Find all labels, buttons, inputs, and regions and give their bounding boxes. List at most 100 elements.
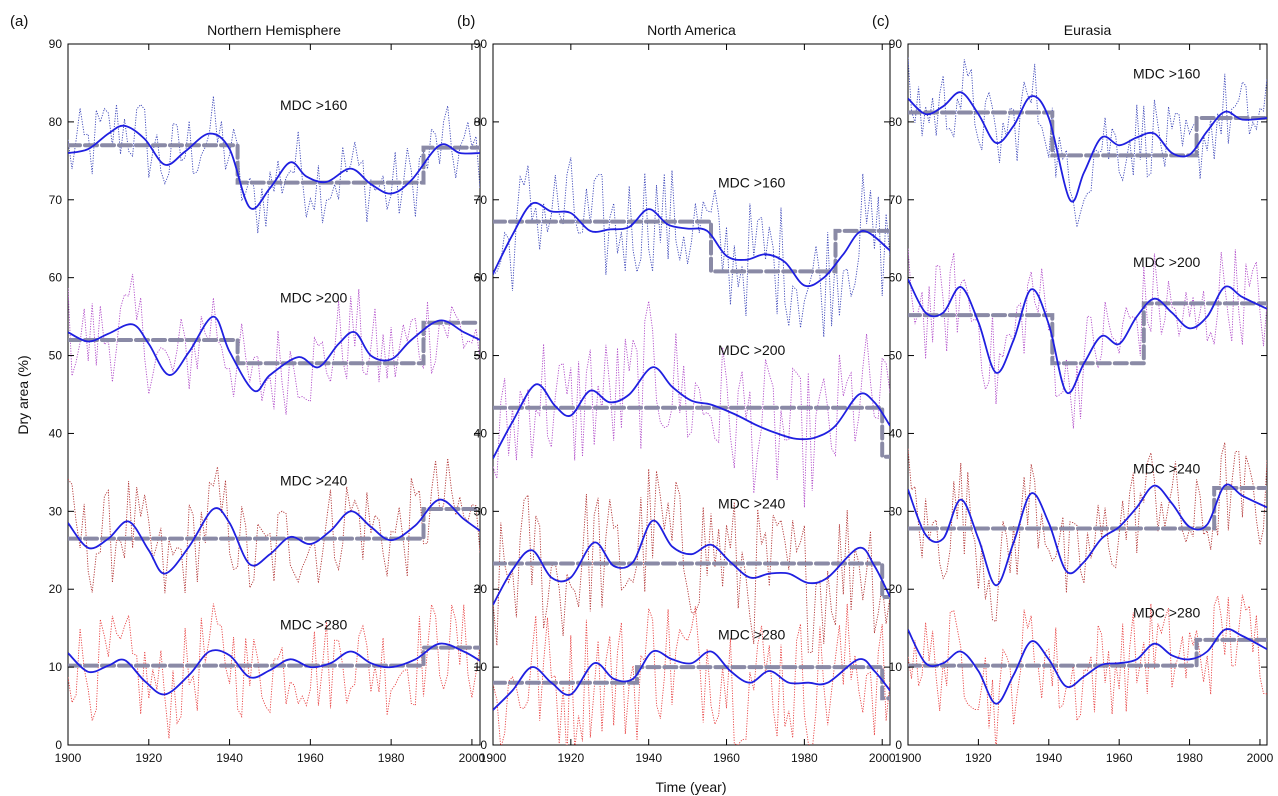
- series-label: MDC >200: [1133, 254, 1201, 270]
- step-mean-line: [68, 320, 480, 366]
- panel-1: 0 10 20 30 40 50 60 70 80 90 1900 1920 1940 1960 1980 2…: [10, 13, 486, 765]
- y-tick-label: 80: [49, 115, 63, 129]
- panel-letter: (a): [10, 13, 28, 30]
- y-tick-label: 70: [474, 193, 488, 207]
- smoothed-series-line: [493, 649, 890, 711]
- x-tick-label: 1980: [1176, 751, 1203, 765]
- y-tick-label: 80: [889, 115, 903, 129]
- x-tick-label: 1940: [1035, 751, 1062, 765]
- plot-frame: [492, 43, 891, 746]
- x-tick-label: 1900: [480, 751, 507, 765]
- y-tick-label: 10: [49, 660, 63, 674]
- smoothed-series-line: [908, 91, 1267, 203]
- step-mean-line: [493, 665, 890, 701]
- y-tick-label: 70: [49, 193, 63, 207]
- annual-series-line: [68, 458, 480, 594]
- series-label: MDC >280: [280, 617, 348, 633]
- y-tick-label: 10: [474, 660, 488, 674]
- y-tick-label: 20: [474, 582, 488, 596]
- smoothed-series-line: [908, 628, 1267, 705]
- panel-title: Eurasia: [1064, 22, 1112, 38]
- x-tick-label: 1960: [297, 751, 324, 765]
- x-tick-label: 1960: [713, 751, 740, 765]
- x-tick-label: 1960: [1106, 751, 1133, 765]
- x-tick-label: 2000: [869, 751, 896, 765]
- x-axis-title: Time (year): [655, 779, 726, 795]
- y-tick-label: 60: [889, 271, 903, 285]
- step-mean-line: [908, 301, 1267, 366]
- series-label: MDC >240: [280, 473, 348, 489]
- plot-area: [68, 96, 480, 739]
- x-tick-label: 2000: [459, 751, 486, 765]
- step-mean-line: [493, 405, 890, 459]
- y-tick-label: 70: [889, 193, 903, 207]
- annual-series-line: [493, 157, 890, 338]
- y-tick-label: 90: [49, 37, 63, 51]
- x-tick-label: 1900: [895, 751, 922, 765]
- x-tick-label: 1940: [635, 751, 662, 765]
- y-tick-label: 40: [474, 426, 488, 440]
- annual-series-line: [908, 248, 1267, 429]
- x-tick-label: 1940: [216, 751, 243, 765]
- annual-series-line: [493, 468, 890, 653]
- y-tick-label: 0: [480, 738, 487, 752]
- step-mean-line: [68, 645, 480, 668]
- step-mean-line: [908, 110, 1267, 158]
- panel-3: 0 10 20 30 40 50 60 70 80 90 1900 1920 1940 1960 1980 2…: [872, 13, 1274, 765]
- x-tick-label: 1920: [557, 751, 584, 765]
- y-tick-label: 60: [49, 271, 63, 285]
- x-tick-label: 1980: [378, 751, 405, 765]
- y-tick-label: 10: [889, 660, 903, 674]
- series-label: MDC >280: [718, 627, 786, 643]
- panel-title: North America: [647, 22, 736, 38]
- series-label: MDC >200: [280, 290, 348, 306]
- x-tick-label: 2000: [1247, 751, 1274, 765]
- smoothed-series-line: [908, 483, 1267, 587]
- smoothed-series-line: [908, 278, 1267, 395]
- y-tick-label: 90: [474, 37, 488, 51]
- smoothed-series-line: [493, 201, 890, 288]
- step-mean-line: [493, 561, 890, 599]
- annual-series-line: [493, 603, 890, 745]
- plot-frame: [907, 43, 1268, 746]
- series-label: MDC >160: [280, 97, 348, 113]
- plot-area: [493, 157, 890, 745]
- y-tick-label: 50: [474, 349, 488, 363]
- series-label: MDC >160: [1133, 65, 1201, 81]
- series-label: MDC >200: [718, 342, 786, 358]
- y-tick-label: 20: [49, 582, 63, 596]
- smoothed-series-line: [493, 366, 890, 459]
- y-tick-label: 60: [474, 271, 488, 285]
- series-label: MDC >280: [1133, 605, 1201, 621]
- y-tick-label: 20: [889, 582, 903, 596]
- annual-series-line: [68, 603, 480, 739]
- step-mean-line: [68, 143, 480, 185]
- y-tick-label: 30: [49, 504, 63, 518]
- step-mean-line: [493, 219, 890, 274]
- series-label: MDC >240: [1133, 461, 1201, 477]
- x-tick-label: 1920: [965, 751, 992, 765]
- x-tick-label: 1900: [55, 751, 82, 765]
- series-label: MDC >160: [718, 175, 786, 191]
- y-tick-label: 50: [49, 349, 63, 363]
- smoothed-series-line: [68, 124, 480, 210]
- y-tick-label: 80: [474, 115, 488, 129]
- plot-frame: [67, 43, 481, 746]
- annual-series-line: [908, 57, 1267, 228]
- x-tick-label: 1920: [135, 751, 162, 765]
- annual-series-line: [68, 273, 480, 415]
- x-tick-label: 1980: [791, 751, 818, 765]
- y-tick-label: 40: [889, 426, 903, 440]
- y-axis-title: Dry area (%): [15, 355, 31, 434]
- y-tick-label: 90: [889, 37, 903, 51]
- panel-2: 0 10 20 30 40 50 60 70 80 90 1900 1920 1940 1960 1980 2…: [457, 13, 896, 765]
- annual-series-line: [908, 594, 1267, 745]
- y-tick-label: 30: [474, 504, 488, 518]
- plot-area: [908, 57, 1267, 745]
- y-tick-label: 0: [895, 738, 902, 752]
- smoothed-series-line: [68, 315, 480, 393]
- smoothed-series-line: [68, 498, 480, 575]
- y-tick-label: 50: [889, 349, 903, 363]
- step-mean-line: [68, 507, 480, 541]
